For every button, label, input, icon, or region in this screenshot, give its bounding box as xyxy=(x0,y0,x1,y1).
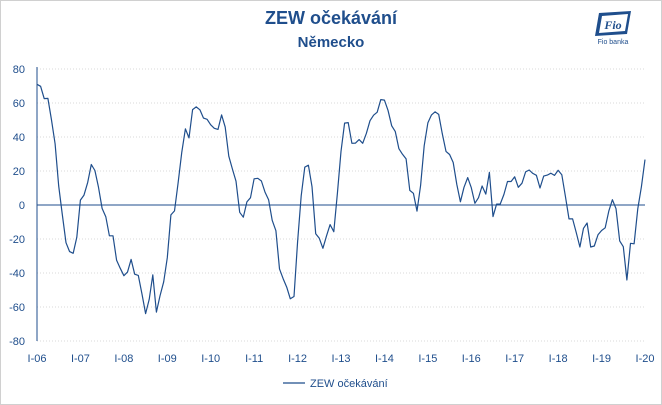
x-axis: I-06 I-07 I-08 I-09 I-10 I-11 I-12 I-13 I-14 I-15… xyxy=(28,204,655,365)
y-tick-label: 40 xyxy=(13,132,25,144)
x-tick-label: I-15 xyxy=(418,353,437,365)
x-tick-label: I-19 xyxy=(592,353,611,365)
y-tick-label: 20 xyxy=(13,166,25,178)
fio-banka-logo: Fio Fio banka xyxy=(595,11,631,46)
x-tick-label: I-18 xyxy=(549,353,568,365)
x-tick-label: I-20 xyxy=(636,353,655,365)
chart-title: ZEW očekávání xyxy=(264,8,398,28)
logo-flag-inner xyxy=(599,14,628,33)
y-tick-label: 60 xyxy=(13,98,25,110)
y-tick-label: -60 xyxy=(9,302,25,314)
x-tick-label: I-14 xyxy=(375,353,394,365)
series-line xyxy=(36,83,646,315)
x-tick-label: I-17 xyxy=(505,353,524,365)
chart-subtitle: Německo xyxy=(297,34,365,51)
logo-mark: Fio xyxy=(603,18,621,32)
x-tick-label: I-13 xyxy=(332,353,351,365)
y-tick-label: 0 xyxy=(19,200,25,212)
y-tick-label: 80 xyxy=(13,64,25,76)
x-tick-label: I-16 xyxy=(462,353,481,365)
gridlines xyxy=(37,68,645,342)
y-tick-label: -80 xyxy=(9,336,25,348)
x-tick-label: I-12 xyxy=(288,353,307,365)
legend: ZEW očekávání xyxy=(283,378,388,390)
y-tick-label: -20 xyxy=(9,234,25,246)
legend-label: ZEW očekávání xyxy=(310,378,388,390)
x-tick-label: I-11 xyxy=(245,353,263,365)
plot-area xyxy=(36,83,646,315)
x-tick-label: I-07 xyxy=(71,353,90,365)
y-axis: -80 -60 -40 -20 0 20 40 60 80 xyxy=(9,64,38,348)
y-tick-label: -40 xyxy=(9,268,25,280)
x-tick-label: I-10 xyxy=(201,353,220,365)
x-tick-label: I-09 xyxy=(158,353,177,365)
x-tick-label: I-08 xyxy=(114,353,133,365)
x-tick-label: I-06 xyxy=(28,353,47,365)
logo-text: Fio banka xyxy=(598,39,629,46)
